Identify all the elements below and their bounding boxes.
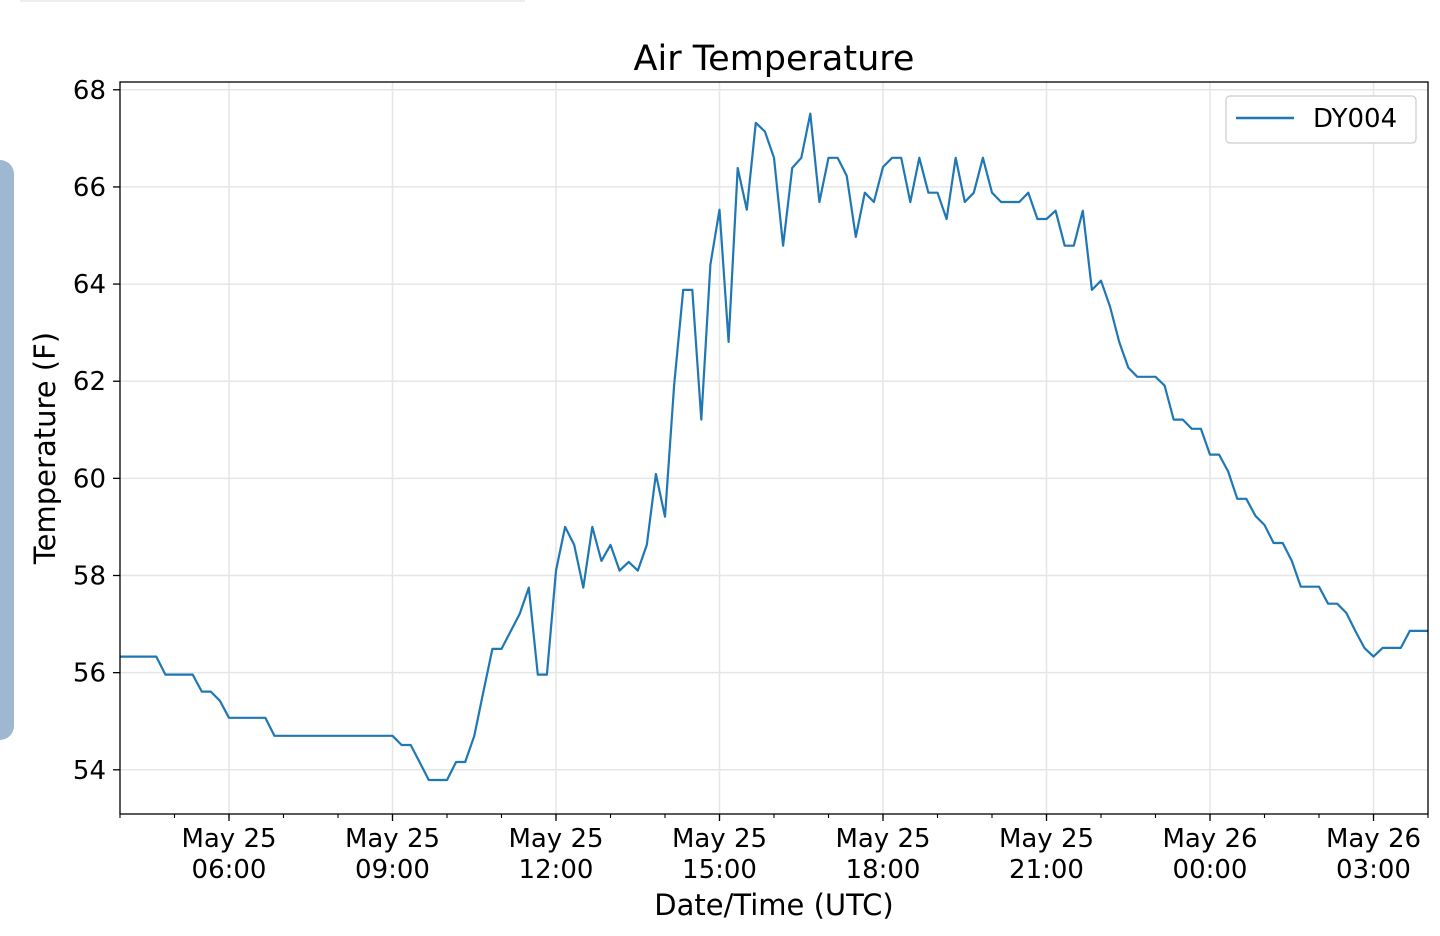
y-tick-label: 68 [73,76,106,106]
top-divider [20,0,525,2]
y-tick-label: 54 [73,756,106,786]
x-tick-label-date: May 25 [672,824,767,854]
x-tick-label-time: 18:00 [846,855,921,885]
x-tick-label-time: 12:00 [519,855,594,885]
x-tick-label-date: May 26 [1162,824,1257,854]
y-tick-label: 62 [73,367,106,397]
y-tick-label: 60 [73,464,106,494]
y-axis-label: Temperature (F) [28,332,62,565]
y-tick-label: 64 [73,270,106,300]
x-tick-label-time: 21:00 [1009,855,1084,885]
x-axis-label: Date/Time (UTC) [654,888,893,922]
legend-label-dy004: DY004 [1313,104,1397,134]
x-tick-label-time: 15:00 [682,855,757,885]
x-tick-label-time: 00:00 [1173,855,1248,885]
y-tick-label: 66 [73,173,106,203]
x-tick-label-date: May 25 [999,824,1094,854]
legend: DY004 [1225,95,1417,144]
x-tick-label-date: May 26 [1326,824,1421,854]
y-tick-label: 58 [73,562,106,592]
chart-title: Air Temperature [634,39,915,79]
series-line-dy004 [120,112,1428,782]
x-tick-label-date: May 25 [345,824,440,854]
plot-frame [119,81,1429,815]
x-tick-label-time: 03:00 [1336,855,1411,885]
x-tick-label-time: 06:00 [192,855,267,885]
y-tick-label: 56 [73,659,106,689]
x-tick-label-date: May 25 [508,824,603,854]
side-panel [0,160,14,740]
x-tick-label-time: 09:00 [355,855,430,885]
x-tick-label-date: May 25 [181,824,276,854]
grid [120,82,1428,814]
legend-box [1225,95,1417,144]
x-tick-label-date: May 25 [835,824,930,854]
